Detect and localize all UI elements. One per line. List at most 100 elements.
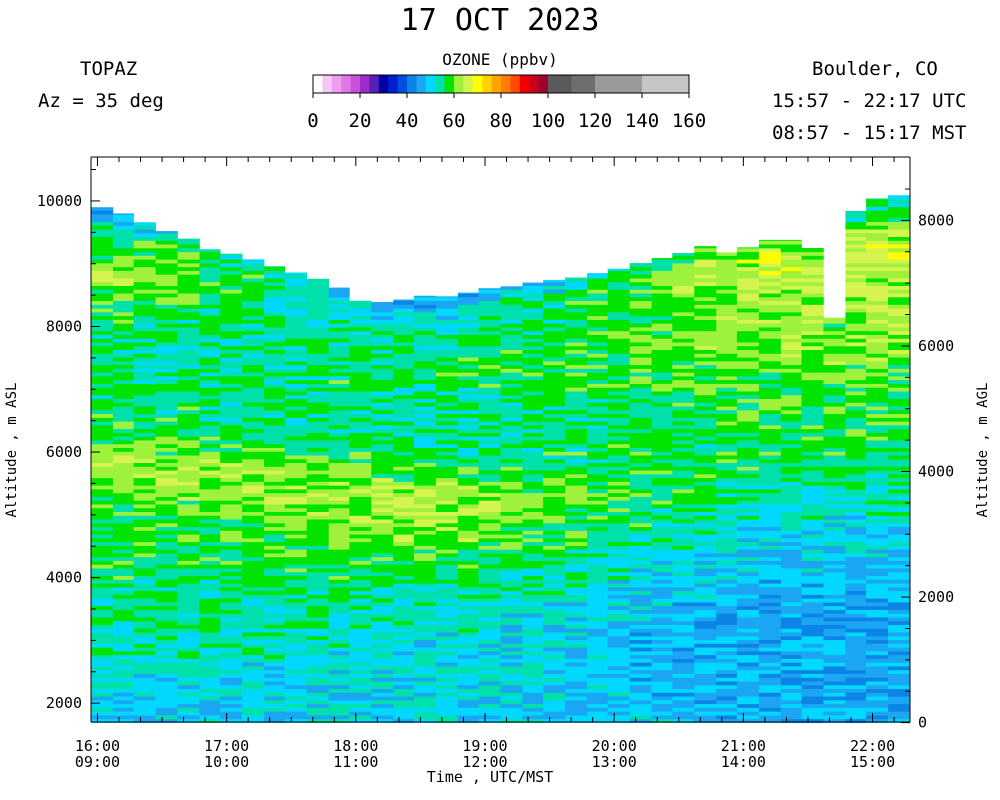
- ozone-cell: [587, 549, 609, 554]
- ozone-cell: [866, 579, 889, 584]
- ozone-cell: [736, 666, 760, 671]
- ozone-cell: [91, 617, 114, 622]
- ozone-cell: [801, 361, 824, 366]
- ozone-cell: [242, 507, 265, 512]
- ozone-cell: [112, 462, 134, 467]
- ozone-cell: [264, 598, 286, 603]
- ozone-cell: [264, 474, 286, 479]
- ozone-cell: [478, 654, 501, 659]
- ozone-cell: [284, 421, 308, 426]
- ozone-cell: [177, 413, 200, 418]
- ozone-cell: [478, 432, 501, 437]
- ozone-cell: [435, 541, 459, 546]
- ozone-cell: [522, 538, 544, 543]
- ozone-cell: [155, 451, 178, 456]
- ozone-cell: [694, 700, 717, 705]
- ozone-cell: [457, 669, 479, 674]
- ozone-cell: [716, 590, 738, 595]
- ozone-cell: [457, 345, 479, 351]
- ozone-cell: [457, 334, 479, 339]
- ozone-cell: [607, 500, 630, 505]
- ozone-cell: [543, 417, 566, 422]
- ozone-cell: [328, 522, 350, 528]
- ozone-cell: [801, 402, 824, 407]
- ozone-cell: [371, 387, 394, 392]
- ozone-cell: [651, 342, 673, 347]
- ozone-cell: [500, 421, 523, 426]
- ozone-cell: [888, 402, 911, 407]
- ozone-cell: [112, 605, 134, 610]
- ozone-cell: [522, 376, 544, 381]
- ozone-cell: [607, 278, 630, 283]
- ozone-cell: [91, 432, 114, 437]
- ozone-cell: [155, 428, 178, 433]
- ozone-cell: [112, 376, 134, 381]
- ozone-cell: [629, 579, 652, 584]
- ozone-cell: [306, 413, 329, 418]
- ozone-cell: [845, 507, 867, 512]
- ozone-cell: [801, 673, 824, 678]
- ozone-cell: [845, 364, 867, 369]
- ozone-cell: [651, 628, 673, 633]
- ozone-cell: [133, 251, 156, 256]
- ozone-cell: [758, 692, 782, 697]
- ozone-cell: [349, 541, 372, 546]
- ozone-cell: [349, 504, 372, 509]
- ozone-cell: [736, 376, 760, 381]
- ozone-cell: [522, 345, 544, 351]
- ozone-cell: [651, 590, 673, 595]
- ozone-cell: [651, 662, 673, 667]
- ozone-cell: [565, 635, 588, 641]
- ozone-cell: [758, 594, 782, 599]
- ozone-cell: [478, 534, 501, 539]
- ozone-cell: [522, 590, 544, 595]
- ozone-cell: [328, 549, 350, 554]
- ozone-cell: [587, 522, 609, 528]
- ozone-cell: [264, 647, 286, 652]
- ozone-cell: [866, 285, 889, 290]
- ozone-cell: [780, 376, 802, 381]
- ozone-cell: [888, 511, 911, 516]
- ozone-cell: [435, 394, 459, 399]
- ozone-cell: [306, 692, 329, 697]
- ozone-cell: [607, 707, 630, 712]
- ozone-cell: [672, 387, 695, 392]
- ozone-cell: [349, 342, 372, 347]
- ozone-cell: [328, 409, 350, 415]
- ozone-cell: [112, 342, 134, 347]
- ozone-cell: [393, 519, 415, 524]
- ozone-cell: [629, 330, 652, 335]
- ozone-cell: [393, 564, 415, 569]
- ozone-cell: [393, 571, 415, 577]
- ozone-cell: [500, 590, 523, 595]
- ozone-cell: [845, 458, 867, 464]
- ozone-cell: [801, 259, 824, 264]
- ozone-cell: [199, 711, 221, 716]
- ozone-cell: [565, 368, 588, 373]
- ozone-cell: [413, 323, 437, 328]
- ozone-cell: [780, 239, 802, 241]
- ozone-cell: [199, 594, 221, 599]
- ozone-cell: [888, 485, 911, 490]
- ozone-cell: [155, 466, 178, 471]
- colorbar-swatch: [313, 75, 323, 93]
- ozone-cell: [500, 485, 523, 490]
- ozone-cell: [780, 613, 802, 618]
- ozone-cell: [801, 545, 824, 550]
- ozone-cell: [371, 530, 394, 535]
- ozone-cell: [780, 278, 802, 283]
- ozone-cell: [629, 451, 652, 456]
- ozone-cell: [736, 617, 760, 622]
- ozone-cell: [155, 620, 178, 625]
- ozone-cell: [220, 515, 243, 520]
- ozone-cell: [716, 538, 738, 543]
- ozone-cell: [413, 440, 437, 445]
- ozone-cell: [306, 432, 329, 437]
- ozone-cell: [522, 300, 544, 305]
- ozone-cell: [478, 391, 501, 396]
- ozone-cell: [672, 334, 695, 339]
- ozone-cell: [220, 692, 243, 697]
- ozone-cell: [328, 590, 350, 595]
- ozone-cell: [435, 489, 459, 494]
- ozone-cell: [112, 681, 134, 686]
